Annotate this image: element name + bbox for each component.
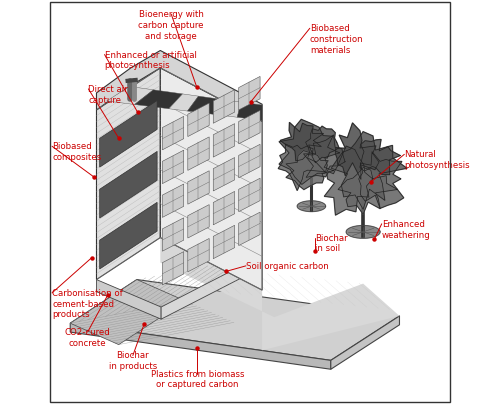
Polygon shape: [162, 116, 184, 150]
Polygon shape: [106, 86, 154, 105]
Polygon shape: [346, 225, 380, 238]
Polygon shape: [96, 50, 262, 121]
Polygon shape: [162, 252, 184, 285]
Polygon shape: [324, 146, 372, 215]
Polygon shape: [188, 204, 209, 238]
Polygon shape: [214, 225, 234, 259]
Text: Biobased
composites: Biobased composites: [52, 142, 102, 162]
Polygon shape: [169, 94, 198, 111]
Text: Plastics from biomass
or captured carbon: Plastics from biomass or captured carbon: [150, 370, 244, 389]
Polygon shape: [70, 280, 186, 345]
Polygon shape: [162, 150, 184, 184]
Polygon shape: [336, 123, 379, 179]
Text: Soil organic carbon: Soil organic carbon: [246, 262, 328, 271]
Polygon shape: [214, 90, 234, 123]
Polygon shape: [237, 102, 262, 120]
Text: Carbonisation of
cement-based
products: Carbonisation of cement-based products: [52, 289, 123, 319]
Polygon shape: [238, 212, 260, 246]
Polygon shape: [358, 152, 404, 208]
Polygon shape: [238, 178, 260, 212]
Text: Biochar
in soil: Biochar in soil: [314, 234, 348, 253]
Polygon shape: [70, 323, 331, 369]
Polygon shape: [238, 76, 260, 110]
Polygon shape: [188, 103, 209, 137]
Polygon shape: [161, 261, 250, 319]
Polygon shape: [100, 152, 157, 218]
Polygon shape: [360, 139, 400, 175]
Polygon shape: [70, 280, 400, 360]
Polygon shape: [188, 96, 225, 115]
Polygon shape: [306, 126, 339, 163]
Polygon shape: [279, 120, 340, 184]
Text: Direct air
capture: Direct air capture: [88, 85, 128, 105]
Polygon shape: [160, 68, 262, 290]
Polygon shape: [238, 110, 260, 144]
Text: Bioenergy with
carbon capture
and storage: Bioenergy with carbon capture and storag…: [138, 10, 204, 40]
Polygon shape: [304, 135, 345, 177]
Polygon shape: [160, 238, 400, 350]
Polygon shape: [188, 171, 209, 204]
Polygon shape: [100, 202, 157, 269]
Polygon shape: [188, 238, 209, 272]
Polygon shape: [298, 201, 326, 212]
Polygon shape: [188, 137, 209, 170]
Polygon shape: [162, 184, 184, 217]
Polygon shape: [286, 151, 334, 189]
Polygon shape: [218, 100, 241, 117]
Polygon shape: [238, 144, 260, 178]
Text: Natural
photosynthesis: Natural photosynthesis: [404, 150, 470, 170]
Polygon shape: [280, 122, 324, 161]
Polygon shape: [96, 280, 161, 319]
Text: CO2-cured
concrete: CO2-cured concrete: [64, 328, 110, 348]
Polygon shape: [338, 168, 398, 214]
Polygon shape: [214, 158, 234, 191]
Polygon shape: [214, 191, 234, 225]
Polygon shape: [96, 68, 160, 280]
Text: Biochar
in products: Biochar in products: [108, 351, 157, 371]
Text: Enhanced
weathering: Enhanced weathering: [382, 220, 430, 240]
Polygon shape: [162, 218, 184, 251]
Polygon shape: [134, 90, 182, 109]
Text: Biobased
construction
materials: Biobased construction materials: [310, 24, 364, 55]
Polygon shape: [331, 132, 407, 209]
Text: Enhanced or artificial
photosynthesis: Enhanced or artificial photosynthesis: [104, 50, 196, 70]
Polygon shape: [214, 124, 234, 157]
Polygon shape: [278, 144, 325, 191]
Polygon shape: [331, 316, 400, 369]
Polygon shape: [100, 101, 157, 167]
